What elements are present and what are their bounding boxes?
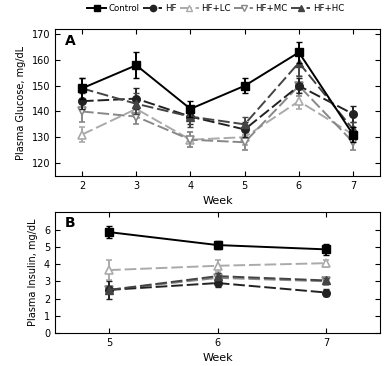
X-axis label: Week: Week — [202, 196, 233, 206]
Text: A: A — [65, 34, 75, 48]
Legend: Control, HF, HF+LC, HF+MC, HF+HC: Control, HF, HF+LC, HF+MC, HF+HC — [87, 4, 344, 13]
Text: B: B — [65, 216, 75, 230]
Y-axis label: Plasma Insulin, mg/dL: Plasma Insulin, mg/dL — [28, 219, 38, 326]
Y-axis label: Plasma Glucose, mg/dL: Plasma Glucose, mg/dL — [16, 45, 26, 160]
X-axis label: Week: Week — [202, 354, 233, 363]
